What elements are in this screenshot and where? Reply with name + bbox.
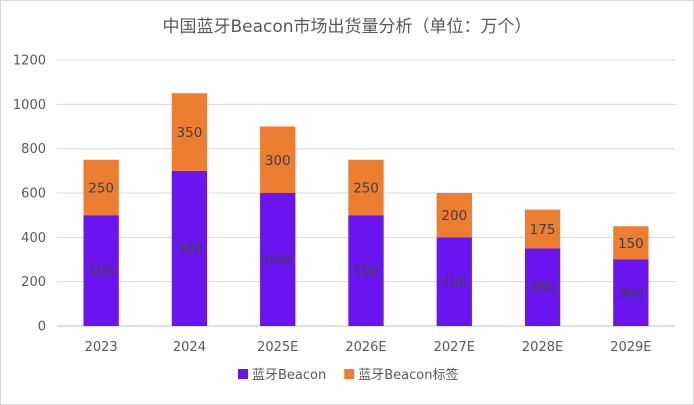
bar-segment <box>613 259 649 326</box>
x-tick-label: 2023 <box>85 340 118 355</box>
y-tick-label: 1000 <box>13 98 46 113</box>
bar-segment <box>260 193 296 326</box>
x-tick-label: 2027E <box>434 340 475 355</box>
legend-swatch <box>344 369 355 379</box>
data-label: 300 <box>618 286 644 302</box>
legend-swatch <box>238 369 248 379</box>
y-tick-label: 0 <box>38 320 46 335</box>
y-tick-label: 600 <box>21 187 46 202</box>
y-tick-label: 1200 <box>13 54 46 69</box>
data-label: 175 <box>530 222 556 238</box>
x-axis: 2023 2024 2025E 2026E 2027E 2028E 2029E <box>85 340 652 355</box>
data-label: 500 <box>353 264 379 280</box>
x-tick-label: 2026E <box>345 340 386 355</box>
y-tick-label: 400 <box>21 231 46 246</box>
x-tick-label: 2024 <box>173 340 206 355</box>
data-label: 400 <box>441 275 467 291</box>
legend: 蓝牙Beacon 蓝牙Beacon标签 <box>238 367 458 383</box>
bar-segment <box>524 248 561 326</box>
data-label: 500 <box>88 264 114 280</box>
data-label: 250 <box>88 180 114 196</box>
data-labels: 500 250 700 350 600 300 500 250 400 200 350 175 300 1… <box>88 125 643 302</box>
y-tick-label: 800 <box>21 142 46 157</box>
x-tick-label: 2025E <box>257 340 298 355</box>
bar-segment <box>171 93 208 171</box>
gridlines <box>57 59 675 327</box>
data-label: 250 <box>353 180 379 196</box>
bar-segment <box>436 237 472 326</box>
legend-label: 蓝牙Beacon <box>252 368 326 383</box>
y-axis: 0 200 400 600 800 1000 1200 <box>13 54 46 335</box>
bar-segment <box>348 159 384 216</box>
bars <box>83 93 649 326</box>
data-label: 600 <box>265 253 291 269</box>
data-label: 150 <box>618 236 644 252</box>
bar-segment <box>613 226 649 260</box>
bar-segment <box>348 215 384 326</box>
bar-segment <box>436 193 472 238</box>
x-tick-label: 2028E <box>522 340 563 355</box>
bar-segment <box>171 170 208 326</box>
data-label: 350 <box>530 280 556 296</box>
bar-segment <box>260 126 296 193</box>
bar-segment <box>83 159 119 216</box>
x-tick-label: 2029E <box>610 340 651 355</box>
data-label: 300 <box>265 153 291 169</box>
bar-segment <box>83 215 119 326</box>
data-label: 350 <box>177 125 203 141</box>
chart-title: 中国蓝牙Beacon市场出货量分析（单位：万个） <box>162 17 531 37</box>
y-tick-label: 200 <box>21 275 46 290</box>
bar-segment <box>524 209 561 249</box>
legend-label: 蓝牙Beacon标签 <box>358 367 458 383</box>
data-label: 700 <box>177 241 203 257</box>
data-label: 200 <box>441 208 467 224</box>
